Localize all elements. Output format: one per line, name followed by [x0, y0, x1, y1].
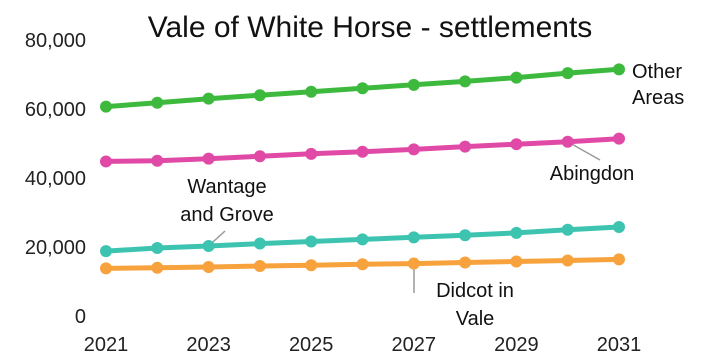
y-tick-label: 0: [75, 306, 86, 328]
data-point: [510, 71, 523, 84]
data-point: [253, 259, 266, 272]
data-point: [407, 231, 420, 244]
data-point: [253, 89, 266, 102]
data-point: [151, 242, 164, 255]
y-axis: 0 20,000 40,000 60,000 80,000: [25, 30, 86, 328]
data-point: [305, 85, 318, 98]
series: [100, 132, 625, 168]
data-point: [459, 75, 472, 88]
data-point: [510, 138, 523, 151]
data-point: [407, 143, 420, 156]
data-point: [613, 220, 625, 233]
data-point: [100, 100, 112, 113]
y-tick-label: 40,000: [25, 168, 86, 190]
chart-title: Vale of White Horse - settlements: [148, 11, 593, 44]
data-point: [613, 132, 625, 145]
series: [100, 253, 625, 275]
data-point: [407, 78, 420, 91]
x-tick-label: 2023: [186, 334, 231, 355]
data-point: [459, 256, 472, 269]
series-label: Wantage and Grove: [180, 176, 273, 226]
series-label: Other Areas: [632, 61, 684, 109]
data-point: [305, 147, 318, 160]
y-tick-label: 20,000: [25, 237, 86, 259]
series: [100, 220, 625, 258]
data-point: [253, 237, 266, 250]
data-point: [356, 82, 369, 95]
data-point: [356, 233, 369, 246]
data-point: [613, 253, 625, 266]
series-labels: Other Areas Abingdon Wantage and Grove Didcot…: [180, 61, 684, 330]
series-label: Didcot in Vale: [436, 280, 514, 330]
x-tick-label: 2029: [494, 334, 539, 355]
data-point: [202, 239, 215, 252]
x-tick-label: 2031: [597, 334, 642, 355]
data-point: [613, 63, 625, 76]
data-point: [561, 135, 574, 148]
data-point: [305, 259, 318, 272]
data-point: [253, 150, 266, 163]
data-point: [561, 223, 574, 236]
data-point: [305, 235, 318, 248]
y-tick-label: 80,000: [25, 30, 86, 52]
x-tick-label: 2025: [289, 334, 334, 355]
series: [100, 63, 625, 113]
data-point: [356, 145, 369, 158]
y-tick-label: 60,000: [25, 99, 86, 121]
data-point: [510, 255, 523, 268]
x-tick-label: 2021: [84, 334, 129, 355]
data-point: [459, 229, 472, 242]
x-tick-label: 2027: [392, 334, 437, 355]
data-point: [356, 258, 369, 271]
data-point: [151, 96, 164, 109]
data-point: [561, 254, 574, 267]
data-point: [202, 92, 215, 105]
x-axis: 2021 2023 2025 2027 2029 2031: [84, 334, 642, 355]
data-point: [100, 245, 112, 258]
data-point: [151, 154, 164, 167]
data-point: [510, 226, 523, 239]
data-point: [202, 152, 215, 165]
series-layer: [100, 63, 625, 275]
callout-line: [567, 141, 601, 161]
series-label: Abingdon: [550, 163, 635, 185]
data-point: [459, 140, 472, 153]
data-point: [100, 155, 112, 168]
data-point: [100, 262, 112, 275]
data-point: [151, 261, 164, 274]
data-point: [202, 261, 215, 274]
data-point: [561, 67, 574, 80]
data-point: [407, 257, 420, 270]
